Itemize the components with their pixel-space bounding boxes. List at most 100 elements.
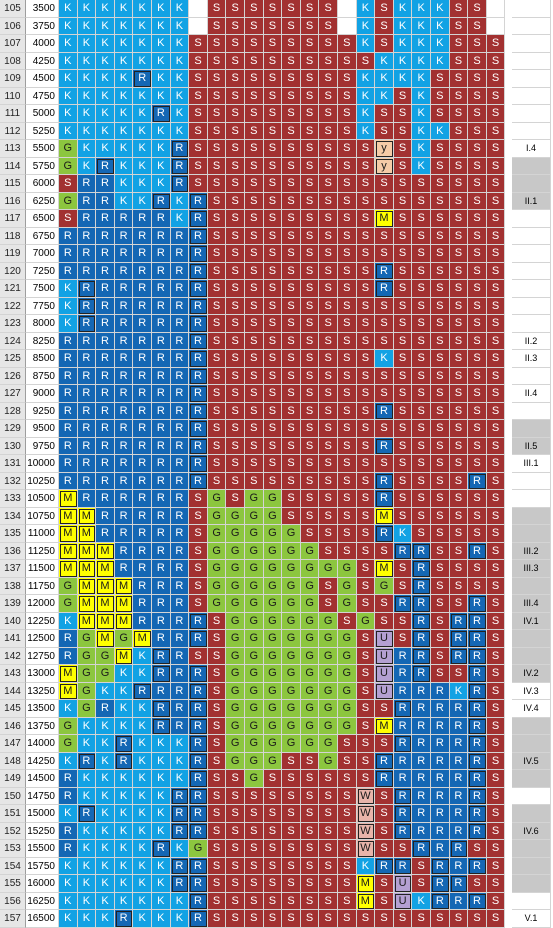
- pattern-cell[interactable]: S: [338, 385, 357, 403]
- pattern-cell[interactable]: S: [449, 350, 469, 368]
- pattern-cell[interactable]: S: [300, 175, 320, 193]
- row-header[interactable]: 142: [0, 647, 26, 665]
- pattern-cell[interactable]: K: [59, 315, 78, 333]
- pattern-cell[interactable]: S: [356, 647, 376, 665]
- pattern-cell[interactable]: K: [152, 857, 171, 875]
- pattern-cell[interactable]: S: [245, 367, 264, 385]
- pattern-cell[interactable]: S: [486, 752, 506, 770]
- value-cell[interactable]: 9000: [26, 385, 59, 403]
- pattern-cell[interactable]: S: [319, 770, 338, 788]
- pattern-cell[interactable]: S: [300, 87, 320, 105]
- pattern-cell[interactable]: R: [170, 787, 190, 805]
- pattern-cell[interactable]: S: [468, 175, 487, 193]
- pattern-cell[interactable]: R: [152, 385, 171, 403]
- pattern-cell[interactable]: S: [356, 315, 376, 333]
- pattern-cell[interactable]: S: [338, 35, 357, 53]
- section-label-cell[interactable]: II.2: [512, 332, 551, 350]
- pattern-cell[interactable]: S: [486, 245, 506, 263]
- pattern-cell[interactable]: R: [170, 437, 190, 455]
- pattern-cell[interactable]: R: [189, 367, 208, 385]
- pattern-cell[interactable]: R: [375, 752, 394, 770]
- section-label-cell[interactable]: [512, 210, 551, 228]
- pattern-cell[interactable]: R: [77, 210, 97, 228]
- pattern-cell[interactable]: K: [431, 122, 450, 140]
- pattern-cell[interactable]: S: [338, 420, 357, 438]
- pattern-cell[interactable]: K: [96, 87, 115, 105]
- pattern-cell[interactable]: S: [468, 402, 487, 420]
- pattern-cell[interactable]: S: [393, 472, 413, 490]
- pattern-cell[interactable]: S: [282, 140, 301, 158]
- pattern-cell[interactable]: S: [356, 420, 376, 438]
- pattern-cell[interactable]: S: [282, 262, 301, 280]
- pattern-cell[interactable]: M: [356, 875, 376, 893]
- pattern-cell[interactable]: S: [207, 385, 227, 403]
- pattern-cell[interactable]: S: [486, 192, 506, 210]
- value-cell[interactable]: 11500: [26, 560, 59, 578]
- pattern-cell[interactable]: S: [282, 315, 301, 333]
- pattern-cell[interactable]: K: [133, 910, 152, 928]
- pattern-cell[interactable]: S: [468, 35, 487, 53]
- pattern-cell[interactable]: [486, 0, 506, 18]
- pattern-cell[interactable]: K: [114, 875, 134, 893]
- pattern-cell[interactable]: R: [152, 280, 171, 298]
- pattern-cell[interactable]: K: [170, 87, 190, 105]
- section-label-cell[interactable]: IV.6: [512, 822, 551, 840]
- pattern-cell[interactable]: S: [393, 192, 413, 210]
- pattern-cell[interactable]: R: [412, 577, 431, 595]
- pattern-cell[interactable]: R: [152, 402, 171, 420]
- pattern-cell[interactable]: M: [114, 577, 134, 595]
- pattern-cell[interactable]: R: [393, 752, 413, 770]
- pattern-cell[interactable]: S: [431, 262, 450, 280]
- pattern-cell[interactable]: K: [96, 35, 115, 53]
- pattern-cell[interactable]: S: [207, 647, 227, 665]
- pattern-cell[interactable]: R: [468, 630, 487, 648]
- pattern-cell[interactable]: R: [170, 875, 190, 893]
- pattern-cell[interactable]: S: [486, 630, 506, 648]
- pattern-cell[interactable]: R: [133, 420, 152, 438]
- pattern-cell[interactable]: K: [77, 17, 97, 35]
- pattern-cell[interactable]: S: [431, 385, 450, 403]
- pattern-cell[interactable]: S: [207, 840, 227, 858]
- pattern-cell[interactable]: S: [282, 245, 301, 263]
- pattern-cell[interactable]: R: [170, 140, 190, 158]
- pattern-cell[interactable]: G: [282, 682, 301, 700]
- pattern-cell[interactable]: K: [59, 910, 78, 928]
- pattern-cell[interactable]: S: [431, 630, 450, 648]
- pattern-cell[interactable]: S: [449, 385, 469, 403]
- pattern-cell[interactable]: K: [114, 770, 134, 788]
- pattern-cell[interactable]: R: [412, 822, 431, 840]
- row-header[interactable]: 108: [0, 52, 26, 70]
- pattern-cell[interactable]: K: [59, 70, 78, 88]
- pattern-cell[interactable]: S: [468, 70, 487, 88]
- section-label-cell[interactable]: [512, 735, 551, 753]
- pattern-cell[interactable]: R: [468, 735, 487, 753]
- pattern-cell[interactable]: S: [412, 210, 431, 228]
- pattern-cell[interactable]: S: [245, 280, 264, 298]
- pattern-cell[interactable]: S: [468, 17, 487, 35]
- pattern-cell[interactable]: S: [356, 227, 376, 245]
- pattern-cell[interactable]: S: [226, 892, 245, 910]
- pattern-cell[interactable]: S: [282, 17, 301, 35]
- pattern-cell[interactable]: R: [77, 385, 97, 403]
- pattern-cell[interactable]: K: [393, 52, 413, 70]
- pattern-cell[interactable]: M: [96, 630, 115, 648]
- row-header[interactable]: 107: [0, 35, 26, 53]
- pattern-cell[interactable]: S: [431, 332, 450, 350]
- pattern-cell[interactable]: S: [449, 52, 469, 70]
- pattern-cell[interactable]: G: [226, 647, 245, 665]
- section-label-cell[interactable]: V.1: [512, 910, 551, 928]
- pattern-cell[interactable]: S: [282, 350, 301, 368]
- pattern-cell[interactable]: S: [226, 787, 245, 805]
- pattern-cell[interactable]: S: [207, 0, 227, 18]
- value-cell[interactable]: 12250: [26, 612, 59, 630]
- pattern-cell[interactable]: R: [393, 700, 413, 718]
- pattern-cell[interactable]: S: [300, 910, 320, 928]
- pattern-cell[interactable]: S: [486, 262, 506, 280]
- pattern-cell[interactable]: S: [226, 367, 245, 385]
- pattern-cell[interactable]: K: [356, 105, 376, 123]
- value-cell[interactable]: 9500: [26, 420, 59, 438]
- value-cell[interactable]: 14250: [26, 752, 59, 770]
- pattern-cell[interactable]: S: [282, 770, 301, 788]
- pattern-cell[interactable]: S: [449, 175, 469, 193]
- pattern-cell[interactable]: K: [133, 175, 152, 193]
